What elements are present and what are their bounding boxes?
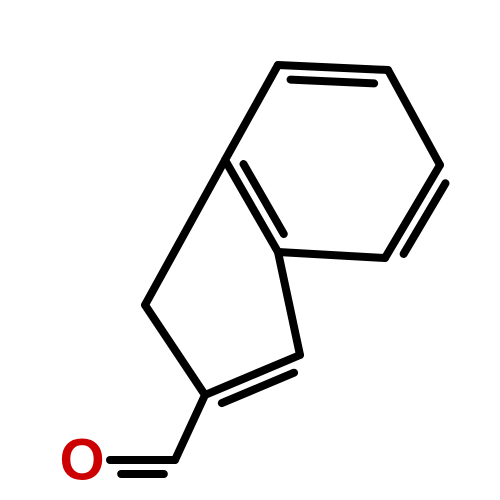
bond <box>222 373 294 403</box>
bond <box>278 65 388 70</box>
bond <box>145 160 225 305</box>
bond <box>291 80 375 84</box>
bond <box>225 65 278 160</box>
bond <box>278 252 385 258</box>
bond <box>278 252 300 355</box>
atom-label-o: O <box>59 428 104 493</box>
molecule-diagram: O <box>0 0 500 500</box>
bond <box>145 305 205 395</box>
bond <box>388 70 440 165</box>
bond <box>175 395 205 460</box>
